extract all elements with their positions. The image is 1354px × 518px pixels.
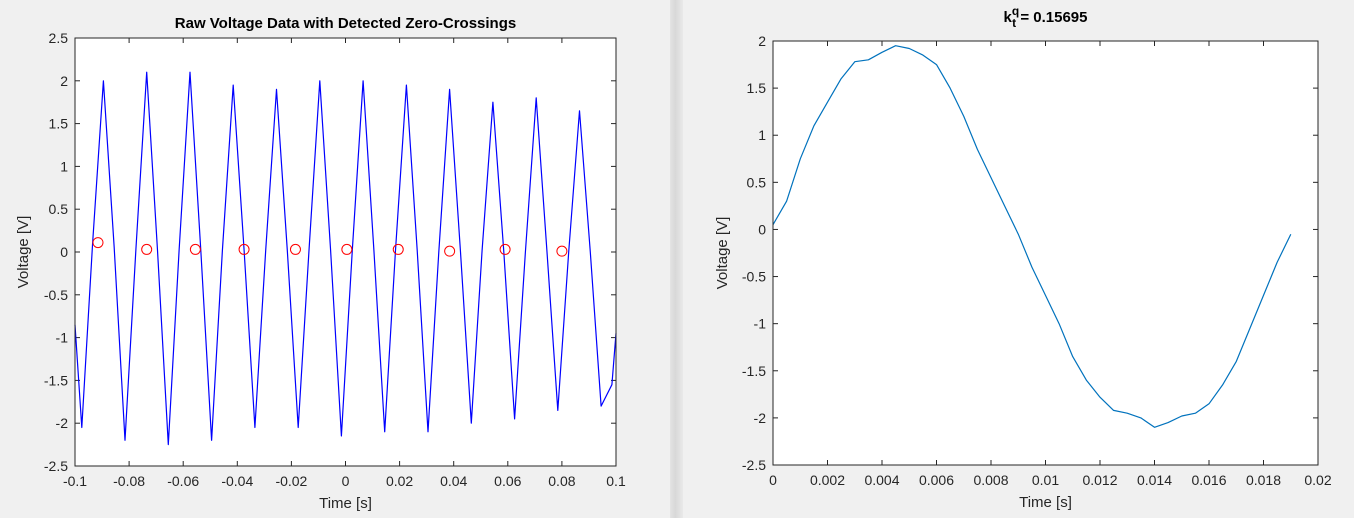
chart-single-period: 0 0.002 0.004 0.006 0.008 0.01 0.012 0.014 0.016… bbox=[714, 4, 1332, 511]
y-tick-label: 1 bbox=[60, 158, 68, 174]
x-tick-label: -0.08 bbox=[113, 473, 145, 489]
y-axis-label: Voltage [V] bbox=[15, 216, 32, 289]
x-tick-label: 0.008 bbox=[973, 472, 1008, 488]
x-tick-label: 0.018 bbox=[1246, 472, 1281, 488]
y-tick-label: -0.5 bbox=[742, 269, 766, 285]
y-tick-label: -2.5 bbox=[742, 457, 766, 473]
x-tick-label: -0.06 bbox=[167, 473, 199, 489]
y-tick-label: -1 bbox=[56, 330, 69, 346]
x-tick-label: 0.02 bbox=[1304, 472, 1331, 488]
y-tick-label: -2 bbox=[754, 410, 767, 426]
x-tick-label: -0.04 bbox=[221, 473, 253, 489]
x-tick-label: 0.06 bbox=[494, 473, 521, 489]
zero-crossing-marker bbox=[444, 245, 456, 257]
x-tick-label: 0.014 bbox=[1137, 472, 1172, 488]
y-tick-label: 0 bbox=[758, 221, 766, 237]
x-tick-label: 0 bbox=[769, 472, 777, 488]
left-figure-panel: -0.1 -0.08 -0.06 -0.04 -0.02 0 0.02 0.04 0.06 0.0… bbox=[0, 0, 670, 518]
chart-title: kq t = 0.15695 bbox=[1003, 4, 1087, 30]
zero-crossing-marker bbox=[499, 243, 511, 255]
x-tick-label: 0 bbox=[342, 473, 350, 489]
y-tick-label: -1.5 bbox=[44, 372, 68, 388]
y-tick-label: 0 bbox=[60, 244, 68, 260]
title-superscript: q bbox=[1012, 4, 1019, 18]
y-tick-label: 2 bbox=[758, 33, 766, 49]
chart-raw-voltage: -0.1 -0.08 -0.06 -0.04 -0.02 0 0.02 0.04 0.06 0.0… bbox=[15, 15, 626, 512]
title-subscript: t bbox=[1012, 16, 1016, 30]
y-tick-label: 2.5 bbox=[49, 30, 69, 46]
x-tick-label: 0.08 bbox=[548, 473, 575, 489]
y-tick-label: -1.5 bbox=[742, 363, 766, 379]
series-line bbox=[772, 45, 1292, 428]
title-main: k bbox=[1003, 9, 1012, 26]
plot-area bbox=[75, 38, 616, 466]
panel-divider bbox=[670, 0, 683, 518]
x-tick-label: 0.1 bbox=[606, 473, 626, 489]
zero-crossing-marker bbox=[341, 243, 353, 255]
x-tick-label: 0.016 bbox=[1191, 472, 1226, 488]
zero-crossing-marker bbox=[92, 237, 104, 249]
zero-crossing-marker bbox=[238, 243, 250, 255]
y-tick-label: -2.5 bbox=[44, 458, 68, 474]
y-tick-label: 0.5 bbox=[747, 174, 767, 190]
y-tick-label: 1.5 bbox=[747, 80, 767, 96]
x-tick-label: -0.02 bbox=[275, 473, 307, 489]
zero-crossing-marker bbox=[289, 243, 301, 255]
y-tick-label: -2 bbox=[56, 415, 69, 431]
series-line bbox=[74, 71, 617, 446]
y-tick-label: -1 bbox=[754, 316, 767, 332]
title-value: = 0.15695 bbox=[1016, 9, 1087, 26]
x-axis-label: Time [s] bbox=[319, 495, 372, 512]
x-tick-label: 0.01 bbox=[1032, 472, 1059, 488]
chart-title: Raw Voltage Data with Detected Zero-Cros… bbox=[175, 15, 516, 32]
axes-box bbox=[772, 40, 1319, 466]
y-tick-label: 2 bbox=[60, 73, 68, 89]
zero-crossing-marker bbox=[189, 243, 201, 255]
x-tick-label: 0.004 bbox=[864, 472, 899, 488]
x-tick-label: 0.006 bbox=[919, 472, 954, 488]
x-axis-label: Time [s] bbox=[1019, 494, 1072, 511]
axes-box bbox=[74, 37, 617, 467]
y-tick-label: 1 bbox=[758, 127, 766, 143]
x-tick-label: 0.012 bbox=[1082, 472, 1117, 488]
zero-crossing-marker bbox=[556, 245, 568, 257]
right-figure-panel: 0 0.002 0.004 0.006 0.008 0.01 0.012 0.014 0.016… bbox=[683, 0, 1354, 518]
x-tick-label: 0.02 bbox=[386, 473, 413, 489]
y-tick-label: 0.5 bbox=[49, 201, 69, 217]
y-tick-label: -0.5 bbox=[44, 287, 68, 303]
x-tick-label: 0.04 bbox=[440, 473, 467, 489]
x-tick-label: -0.1 bbox=[63, 473, 87, 489]
zero-crossing-marker bbox=[141, 243, 153, 255]
plot-area bbox=[773, 41, 1318, 465]
y-tick-label: 1.5 bbox=[49, 116, 69, 132]
y-axis-label: Voltage [V] bbox=[714, 217, 731, 290]
zero-crossing-marker bbox=[392, 243, 404, 255]
x-tick-label: 0.002 bbox=[810, 472, 845, 488]
